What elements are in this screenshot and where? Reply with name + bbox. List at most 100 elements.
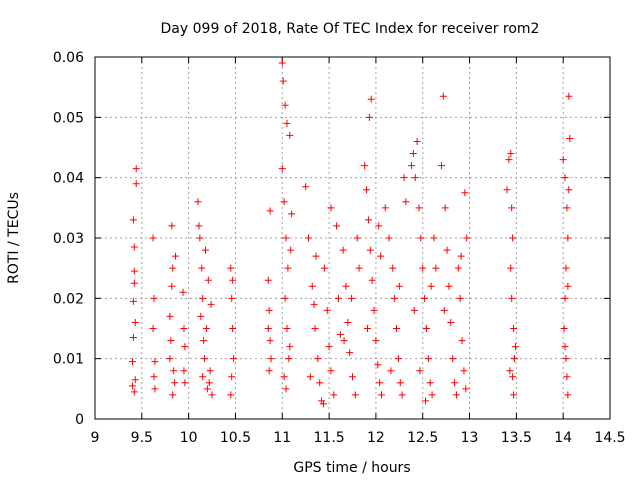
data-point xyxy=(282,385,290,393)
data-point xyxy=(417,234,425,242)
data-point xyxy=(200,337,208,345)
data-point xyxy=(130,388,138,396)
data-point xyxy=(327,204,335,212)
data-point xyxy=(363,186,371,194)
data-point xyxy=(150,373,158,381)
data-point xyxy=(396,379,404,387)
data-point xyxy=(394,355,402,363)
data-point xyxy=(387,367,395,375)
data-point xyxy=(451,379,459,387)
data-point xyxy=(427,282,435,290)
data-point xyxy=(149,234,157,242)
data-point xyxy=(283,325,291,332)
data-point xyxy=(374,361,382,369)
data-point xyxy=(507,264,515,272)
data-point xyxy=(511,343,519,351)
data-point xyxy=(398,391,406,399)
y-tick-label: 0 xyxy=(75,412,84,428)
data-point xyxy=(367,95,375,103)
data-point xyxy=(131,376,139,384)
data-point xyxy=(204,276,212,284)
data-point xyxy=(562,355,570,363)
x-tick-label: 11.5 xyxy=(314,430,345,446)
data-point xyxy=(561,343,569,351)
data-point xyxy=(197,312,205,320)
data-point xyxy=(400,174,408,182)
x-tick-label: 12.5 xyxy=(407,430,438,446)
data-point xyxy=(389,264,397,272)
data-point xyxy=(149,325,157,332)
x-tick-label: 9 xyxy=(91,430,100,446)
data-point xyxy=(265,306,273,314)
data-point xyxy=(449,355,457,363)
data-point xyxy=(318,397,326,405)
y-axis-label: ROTI / TECUs xyxy=(6,192,22,284)
data-point xyxy=(457,252,465,260)
data-point xyxy=(563,204,571,212)
data-point xyxy=(132,165,140,173)
data-point xyxy=(208,391,216,399)
data-point xyxy=(409,150,417,158)
data-point xyxy=(351,391,359,399)
data-point xyxy=(170,367,178,375)
data-point xyxy=(422,325,430,332)
data-point xyxy=(128,382,136,390)
data-point xyxy=(169,264,177,272)
data-point xyxy=(150,294,158,302)
data-point xyxy=(207,300,215,308)
data-point xyxy=(375,222,383,230)
data-point xyxy=(283,119,291,127)
data-point xyxy=(407,162,415,170)
data-point xyxy=(196,234,204,242)
data-point xyxy=(286,343,294,351)
data-point xyxy=(376,379,384,387)
data-point xyxy=(280,198,288,206)
data-point xyxy=(129,334,137,342)
data-point xyxy=(308,282,316,290)
data-point xyxy=(281,101,289,109)
data-point xyxy=(508,294,516,302)
data-point xyxy=(422,397,430,405)
data-point xyxy=(447,318,455,326)
data-point xyxy=(377,252,385,260)
data-point xyxy=(509,234,517,242)
data-point xyxy=(229,276,237,284)
data-point xyxy=(278,165,286,173)
data-point xyxy=(509,373,517,381)
data-point xyxy=(424,355,432,363)
data-point xyxy=(355,264,363,272)
data-points xyxy=(128,59,574,408)
data-point xyxy=(419,264,427,272)
data-point xyxy=(349,373,356,381)
data-point xyxy=(151,385,159,393)
data-point xyxy=(266,207,274,215)
data-point xyxy=(227,264,235,272)
data-point xyxy=(130,267,138,275)
data-point xyxy=(565,186,573,194)
data-point xyxy=(202,325,210,332)
data-point xyxy=(195,222,203,230)
data-point xyxy=(310,300,318,308)
data-point xyxy=(179,288,187,296)
data-point xyxy=(201,355,209,363)
data-point xyxy=(564,234,572,242)
data-point xyxy=(460,367,468,375)
data-point xyxy=(304,234,312,242)
data-point xyxy=(320,264,328,272)
data-point xyxy=(413,137,421,145)
data-point xyxy=(264,276,272,284)
data-point xyxy=(339,246,347,254)
data-point xyxy=(319,400,327,408)
data-point xyxy=(194,198,202,206)
data-point xyxy=(370,306,378,314)
data-point xyxy=(432,264,440,272)
data-point xyxy=(410,306,418,314)
x-tick-label: 13.5 xyxy=(501,430,532,446)
data-point xyxy=(463,234,471,242)
data-point xyxy=(560,325,568,332)
data-point xyxy=(503,186,511,194)
data-point xyxy=(181,379,189,387)
data-point xyxy=(452,391,460,399)
data-point xyxy=(366,246,374,254)
